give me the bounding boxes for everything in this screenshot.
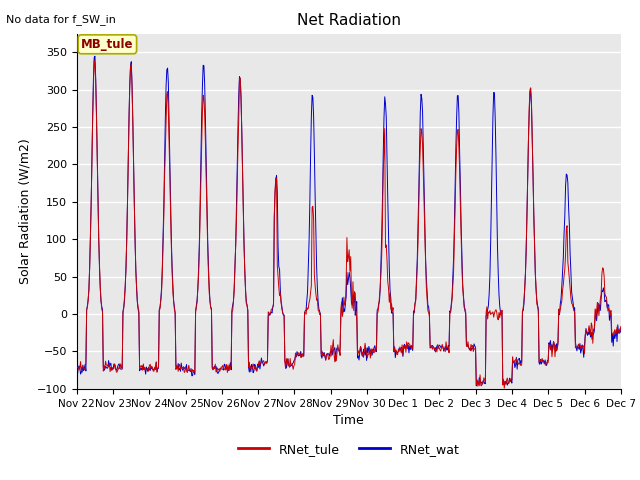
RNet_wat <box>617 329 625 335</box>
RNet_tule <box>73 365 81 371</box>
Text: No data for f_SW_in: No data for f_SW_in <box>6 14 116 25</box>
RNet_tule <box>83 307 90 312</box>
RNet_tule <box>416 167 424 172</box>
RNet_tule <box>140 361 147 367</box>
Title: Net Radiation: Net Radiation <box>297 13 401 28</box>
RNet_wat <box>195 265 202 271</box>
Y-axis label: Solar Radiation (W/m2): Solar Radiation (W/m2) <box>18 138 31 284</box>
Legend: RNet_tule, RNet_wat: RNet_tule, RNet_wat <box>233 438 465 461</box>
Text: MB_tule: MB_tule <box>81 38 134 51</box>
RNet_wat <box>223 366 231 372</box>
RNet_tule <box>617 324 625 329</box>
RNet_wat <box>83 307 90 313</box>
Line: RNet_tule: RNet_tule <box>77 61 621 388</box>
RNet_tule <box>90 58 98 64</box>
RNet_tule <box>223 370 231 375</box>
RNet_tule <box>500 385 508 391</box>
RNet_wat <box>416 148 424 154</box>
RNet_wat <box>472 383 480 389</box>
RNet_wat <box>91 53 99 59</box>
RNet_wat <box>140 367 147 372</box>
RNet_wat <box>73 362 81 368</box>
X-axis label: Time: Time <box>333 414 364 427</box>
Line: RNet_wat: RNet_wat <box>77 56 621 386</box>
RNet_tule <box>431 349 439 355</box>
RNet_wat <box>431 345 439 350</box>
RNet_tule <box>195 272 202 277</box>
